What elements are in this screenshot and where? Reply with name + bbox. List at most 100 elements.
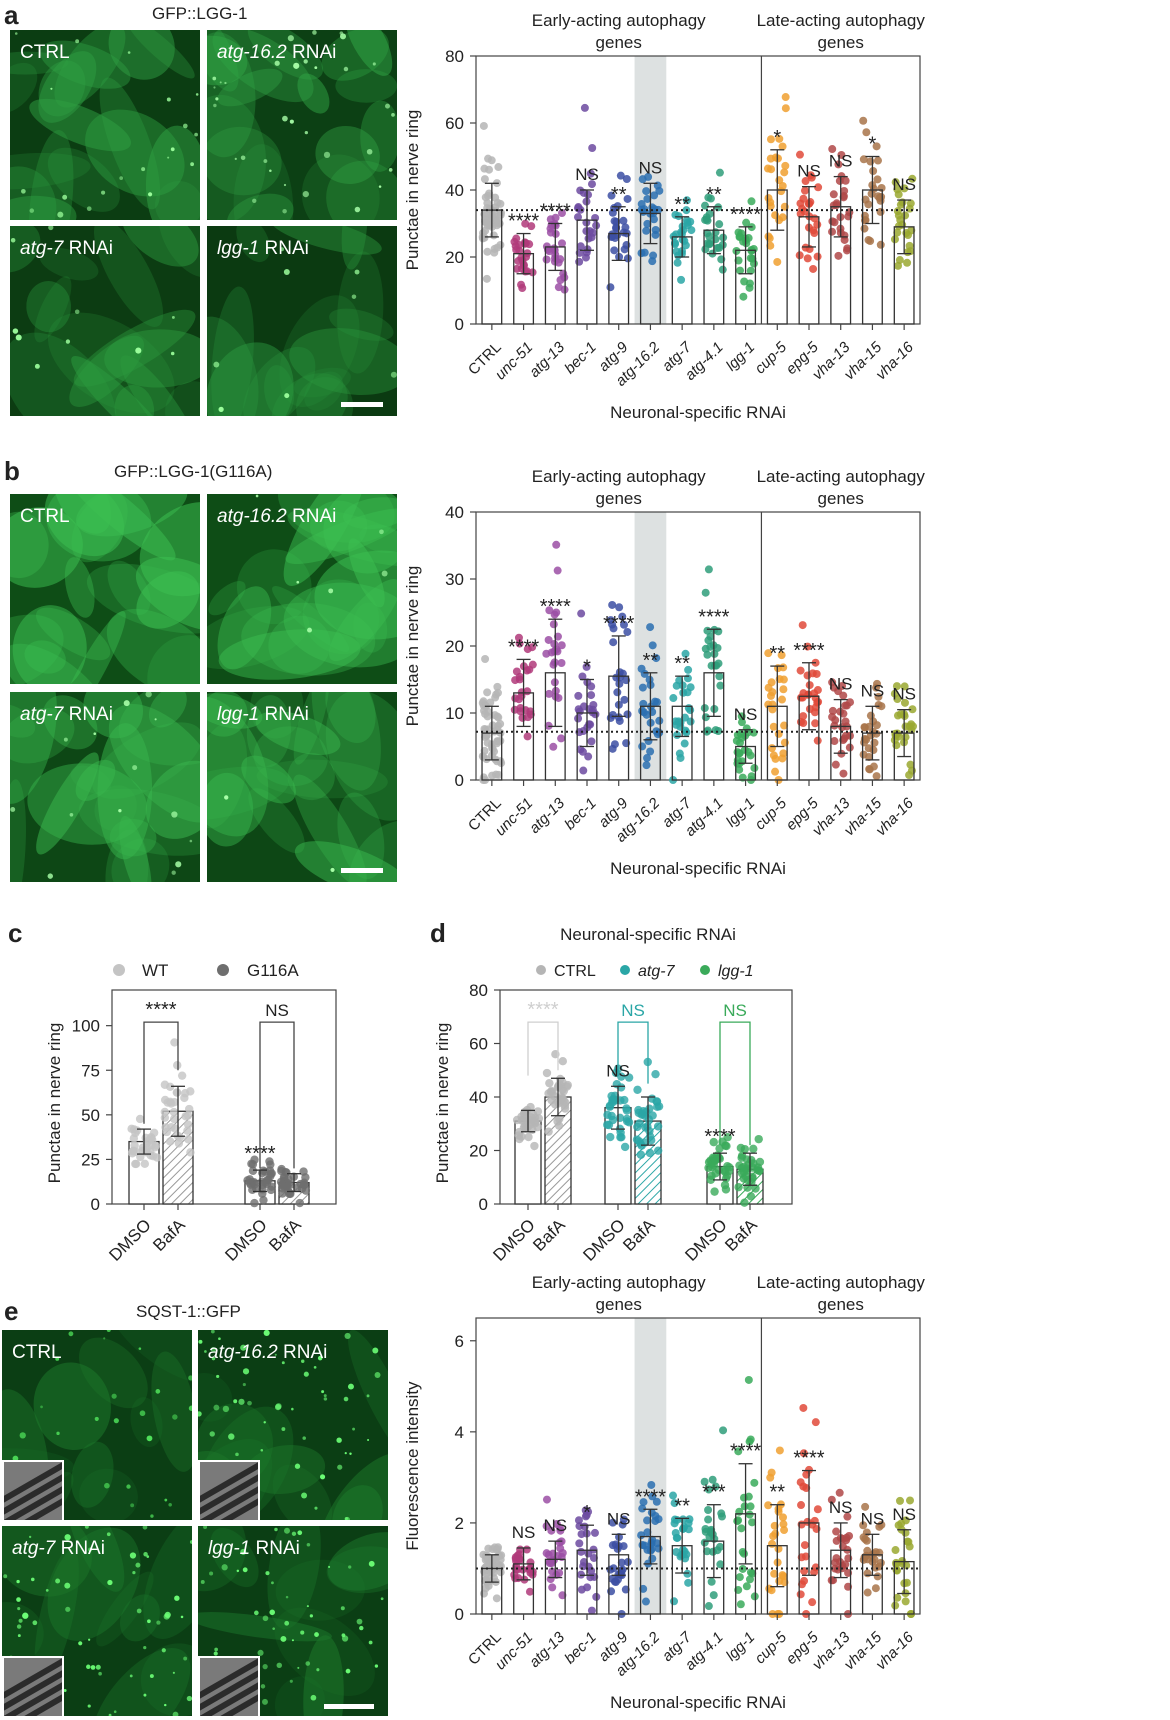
data-point [906, 1496, 915, 1505]
significance-label: ** [769, 643, 785, 665]
data-point [485, 165, 494, 174]
y-tick-label: 10 [445, 704, 464, 723]
chart-d-title: Neuronal-specific RNAi [560, 925, 736, 944]
data-point [251, 1184, 261, 1193]
data-point [873, 175, 882, 184]
data-point [488, 1545, 497, 1554]
data-point [545, 689, 554, 698]
y-axis-label: Punctae in nerve ring [433, 1023, 452, 1184]
data-point [891, 178, 900, 187]
group-label-early: genes [596, 33, 642, 52]
data-point [295, 1198, 305, 1208]
data-point [608, 208, 617, 217]
data-point [750, 764, 759, 773]
micrograph-b-ctrl: CTRL [10, 494, 200, 684]
y-tick-label: 6 [455, 1332, 464, 1351]
data-point [686, 217, 695, 226]
data-point [481, 655, 490, 664]
data-point [528, 1570, 537, 1579]
data-point [524, 1132, 533, 1142]
data-point [813, 698, 822, 707]
data-point [638, 1504, 647, 1513]
y-tick-label: 20 [445, 637, 464, 656]
data-point [681, 649, 690, 658]
significance-label: NS [639, 158, 663, 177]
data-point [493, 688, 502, 697]
brightfield-inset [198, 1656, 260, 1716]
data-point [837, 150, 846, 159]
y-axis-label: Punctae in nerve ring [403, 566, 422, 727]
data-point [811, 719, 820, 728]
data-point [574, 204, 583, 213]
panel-b-letter: b [4, 456, 20, 486]
x-tick-label: bec-1 [561, 1629, 600, 1668]
chart-a: 0 20 40 60 80 Punctae in nerve ring Early-acti… [403, 11, 925, 422]
data-point [814, 183, 823, 192]
data-point [803, 671, 812, 680]
data-point [673, 258, 682, 267]
data-point [623, 627, 632, 636]
data-point [152, 1153, 162, 1162]
data-point [530, 1141, 539, 1151]
data-point [185, 1104, 194, 1114]
micrograph-e-ctrl: CTRL [2, 1330, 192, 1520]
significance-label: **** [508, 211, 539, 233]
data-point [813, 252, 822, 261]
data-point [612, 1079, 621, 1089]
data-point [518, 713, 527, 722]
scale-bar [341, 402, 383, 407]
data-point [735, 1507, 744, 1516]
data-point [489, 231, 498, 240]
data-point [901, 211, 910, 220]
micrograph-label: CTRL [20, 42, 70, 63]
data-point [581, 253, 590, 262]
data-point [642, 187, 651, 196]
x-tick-label: lgg-1 [723, 795, 759, 831]
y-tick-label: 25 [81, 1150, 100, 1169]
data-point [169, 1107, 179, 1117]
data-point [516, 703, 525, 712]
data-point [557, 734, 566, 743]
data-point [141, 1146, 150, 1155]
data-point [637, 200, 646, 209]
data-point [764, 649, 773, 658]
data-point [813, 220, 822, 229]
data-point [639, 1106, 648, 1116]
y-tick-label: 50 [81, 1106, 100, 1125]
data-point [872, 772, 881, 781]
data-point [685, 1515, 694, 1524]
data-point [742, 1155, 752, 1164]
data-point [654, 1515, 663, 1524]
data-point [754, 1134, 763, 1144]
data-point [841, 717, 850, 726]
data-point [633, 1122, 642, 1132]
data-point [827, 1495, 836, 1504]
data-point [135, 1114, 145, 1124]
data-point [552, 540, 561, 549]
data-point [177, 1071, 187, 1080]
data-point [511, 694, 520, 703]
data-point [801, 243, 810, 252]
data-point [584, 190, 593, 199]
data-point [834, 687, 843, 696]
data-point [670, 1597, 679, 1606]
data-point [877, 702, 886, 711]
data-point [733, 731, 742, 740]
data-point [864, 236, 873, 245]
data-point [719, 1166, 729, 1175]
data-point [643, 1528, 652, 1537]
legend-marker-lgg-1 [700, 965, 710, 975]
micrograph-label: CTRL [12, 1342, 62, 1363]
data-point [620, 1142, 630, 1152]
x-tick-label: bec-1 [561, 339, 600, 378]
micrograph-label: atg-7 RNAi [20, 704, 113, 725]
data-point [687, 226, 696, 235]
data-point [150, 1143, 160, 1152]
significance-label: **** [730, 1441, 761, 1463]
data-point [513, 264, 522, 273]
data-point [781, 161, 790, 170]
data-point [589, 1553, 598, 1562]
data-point [643, 754, 652, 763]
significance-label: **** [508, 636, 539, 658]
